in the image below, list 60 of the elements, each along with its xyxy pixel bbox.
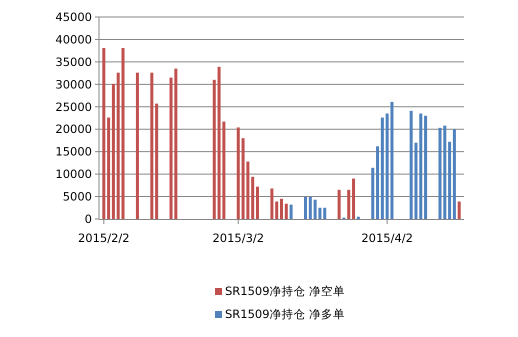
bar: [318, 208, 322, 219]
x-tick-label: 2015/4/2: [361, 231, 413, 245]
bar: [174, 68, 178, 219]
bar: [150, 72, 154, 219]
bar: [448, 142, 452, 219]
y-tick-label: 10000: [55, 167, 92, 182]
bar: [107, 118, 110, 219]
bar: [376, 146, 380, 219]
bar: [347, 190, 350, 219]
bar: [270, 188, 274, 219]
bar: [352, 178, 356, 219]
bar: [386, 114, 389, 219]
bar: [222, 122, 226, 219]
x-tick-label: 2015/2/2: [78, 231, 130, 245]
y-tick-label: 0: [84, 212, 92, 226]
bar: [323, 208, 326, 219]
bar: [390, 102, 394, 219]
bar: [212, 80, 216, 219]
bar: [170, 78, 173, 219]
bar: [380, 118, 384, 219]
y-tick-label: 20000: [55, 122, 92, 136]
bar: [122, 48, 125, 219]
bar: [136, 72, 139, 219]
bar: [236, 127, 240, 219]
bar: [284, 204, 288, 219]
bar: [452, 129, 456, 219]
bar: [371, 168, 374, 219]
bar: [443, 126, 446, 219]
bar: [256, 186, 259, 219]
y-tick-label: 45000: [55, 10, 92, 24]
y-tick-label: 30000: [55, 77, 92, 92]
bar: [102, 48, 106, 219]
bar: [275, 201, 278, 219]
bar: [280, 198, 283, 219]
bar: [410, 110, 413, 219]
bar: [308, 197, 312, 219]
bar: [438, 128, 442, 219]
bar: [458, 201, 461, 219]
y-tick-label: 35000: [55, 54, 92, 69]
x-tick-label: 2015/3/2: [212, 231, 264, 245]
legend-label: SR1509净持仓 净空单: [225, 284, 346, 298]
y-tick-label: 40000: [55, 32, 92, 46]
y-tick-label: 15000: [55, 144, 92, 159]
y-tick-label: 5000: [62, 190, 92, 204]
bar: [290, 204, 293, 219]
bar: [338, 190, 341, 219]
bar: [424, 116, 428, 219]
bar: [112, 84, 115, 219]
bar: [246, 162, 250, 219]
bar: [116, 72, 120, 219]
bar: [242, 138, 245, 219]
legend-label: SR1509净持仓 净多单: [225, 307, 346, 321]
bar: [414, 142, 418, 219]
y-tick-label: 25000: [55, 100, 92, 114]
bar: [155, 104, 158, 219]
bar: [251, 176, 254, 219]
bar: [304, 197, 308, 219]
bar: [314, 200, 317, 219]
bar: [218, 66, 221, 219]
bar: [419, 114, 422, 219]
